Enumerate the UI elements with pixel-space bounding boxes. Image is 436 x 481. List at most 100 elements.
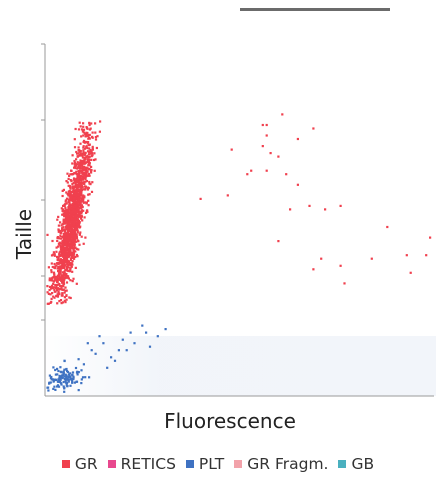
scatter-point-gr (62, 265, 66, 269)
scatter-point-gr (91, 147, 94, 150)
scatter-point-gr (64, 273, 67, 276)
scatter-point-gr (74, 172, 77, 175)
legend-label: PLT (198, 455, 225, 473)
scatter-point-gr (66, 214, 70, 217)
scatter-point-plt (77, 371, 80, 374)
scatter-point-gr (62, 285, 65, 288)
scatter-point-gr (56, 239, 59, 242)
scatter-point-gr (67, 269, 70, 272)
scatter-point-gr (73, 166, 76, 169)
scatter-point-gr (83, 181, 86, 184)
scatter-point-gr (82, 128, 86, 131)
scatter-point-gr (99, 120, 102, 123)
scatter-point-gr (74, 167, 77, 170)
scatter-point-gr (80, 190, 83, 193)
scatter-point-gr (61, 281, 64, 284)
scatter-point-gr (56, 295, 59, 298)
scatter-point-gr (62, 218, 65, 221)
scatter-point-gr (59, 234, 62, 237)
scatter-point-gr (58, 288, 61, 291)
scatter-point-gr (73, 163, 76, 166)
scatter-point-gr (87, 153, 91, 156)
scatter-point-gr (53, 286, 56, 289)
scatter-point-gr (85, 134, 88, 137)
scatter-point-gr (79, 174, 83, 178)
scatter-point-gr (73, 216, 76, 219)
scatter-point-gr (429, 236, 432, 239)
scatter-point-gr (75, 208, 79, 211)
scatter-point-gr (85, 131, 88, 134)
scatter-point-gr (60, 284, 63, 288)
scatter-point-gr (62, 280, 65, 283)
scatter-point-gr (88, 180, 91, 184)
scatter-point-gr (82, 122, 85, 125)
scatter-point-plt (52, 387, 55, 390)
scatter-point-gr (87, 199, 90, 202)
scatter-point-gr (71, 237, 74, 240)
scatter-point-gr (425, 254, 428, 257)
series-layer (46, 113, 432, 393)
scatter-point-plt (121, 338, 124, 341)
scatter-point-gr (83, 157, 86, 161)
scatter-point-gr (76, 161, 79, 164)
scatter-point-plt (56, 373, 59, 376)
scatter-point-gr (370, 257, 373, 260)
scatter-point-gr (77, 214, 80, 217)
scatter-point-gr (73, 242, 76, 245)
scatter-point-gr (63, 229, 66, 232)
scatter-point-gr (246, 173, 249, 176)
scatter-point-gr (72, 201, 75, 204)
scatter-point-gr (73, 213, 76, 217)
scatter-point-gr (87, 150, 90, 153)
scatter-point-gr (76, 167, 79, 170)
scatter-point-gr (71, 260, 74, 263)
scatter-point-plt (47, 386, 50, 389)
scatter-point-gr (61, 294, 64, 297)
scatter-point-plt (63, 387, 66, 390)
scatter-point-gr (63, 228, 67, 231)
scatter-point-plt (59, 381, 62, 384)
scatter-point-gr (250, 169, 253, 172)
scatter-point-gr (80, 167, 83, 170)
scatter-point-gr (74, 206, 77, 209)
scatter-point-gr (74, 237, 77, 240)
scatter-point-gr (55, 279, 58, 282)
scatter-point-gr (68, 254, 71, 257)
scatter-point-gr (85, 155, 88, 159)
scatter-point-gr (83, 139, 86, 142)
scatter-point-gr (61, 253, 64, 256)
scatter-point-gr (90, 165, 93, 168)
scatter-point-plt (62, 374, 65, 377)
scatter-point-gr (64, 213, 67, 216)
scatter-point-gr (58, 293, 61, 296)
scatter-point-gr (85, 133, 88, 136)
scatter-point-gr (60, 229, 63, 232)
scatter-point-gr (81, 178, 84, 181)
scatter-point-gr (65, 298, 68, 301)
scatter-point-gr (76, 155, 79, 158)
scatter-point-gr (82, 151, 85, 154)
scatter-point-gr (81, 156, 84, 159)
scatter-point-gr (71, 154, 74, 157)
scatter-point-plt (110, 356, 113, 359)
scatter-point-gr (59, 250, 62, 253)
legend-label: GB (351, 455, 375, 473)
scatter-point-plt (62, 370, 65, 373)
scatter-point-gr (71, 231, 74, 234)
scatter-point-gr (64, 301, 67, 304)
scatter-point-gr (51, 284, 54, 287)
scatter-point-gr (56, 218, 59, 221)
scatter-point-plt (65, 381, 68, 384)
scatter-point-gr (73, 165, 76, 168)
scatter-point-gr (52, 271, 56, 274)
scatter-point-gr (74, 225, 77, 228)
scatter-point-gr (72, 199, 75, 202)
scatter-point-gr (80, 193, 83, 196)
scatter-point-plt (71, 381, 74, 384)
scatter-point-gr (78, 202, 81, 206)
scatter-point-gr (80, 169, 83, 172)
scatter-point-gr (67, 224, 70, 227)
scatter-point-gr (67, 275, 70, 278)
scatter-point-gr (65, 281, 69, 284)
scatter-point-gr (285, 173, 288, 176)
